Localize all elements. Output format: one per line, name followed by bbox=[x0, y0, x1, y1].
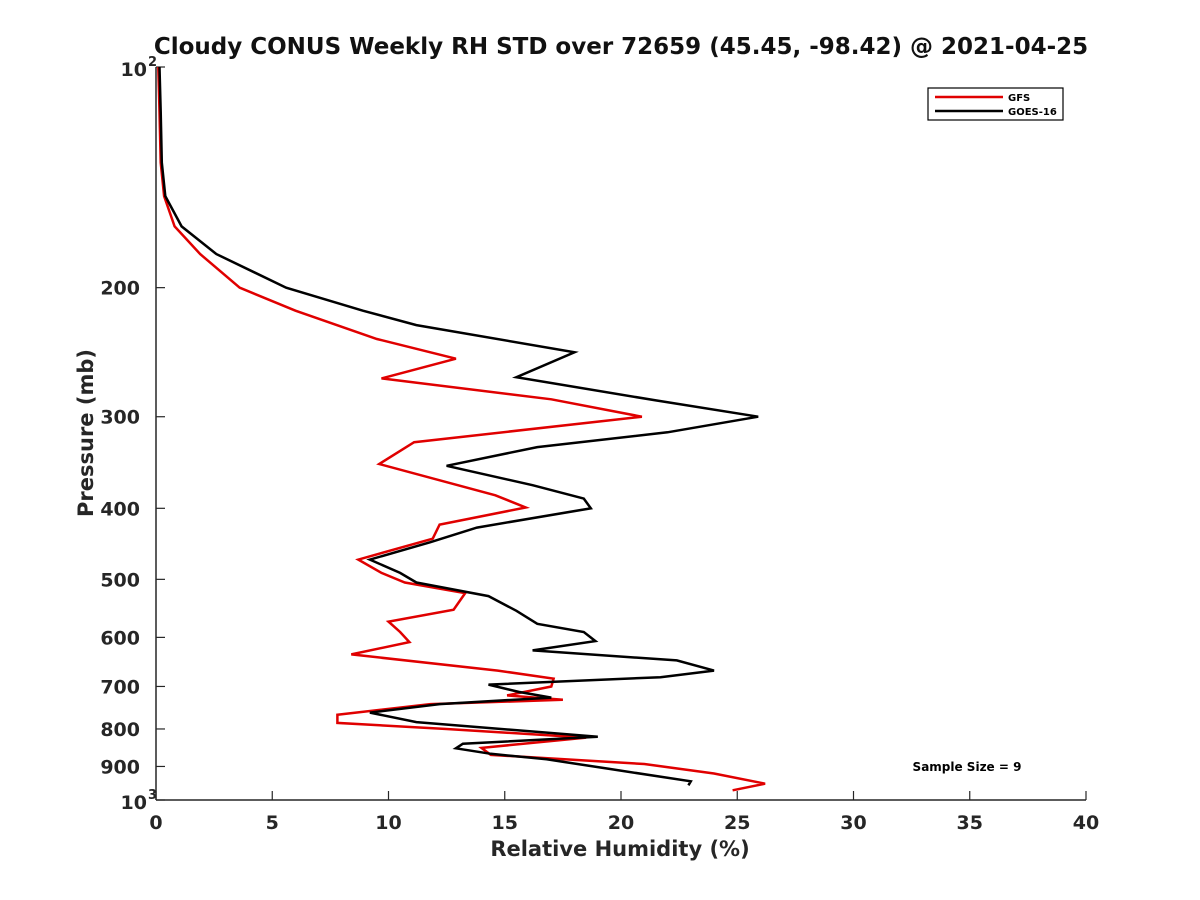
legend-box bbox=[927, 87, 1064, 121]
x-tick-label: 0 bbox=[149, 812, 162, 834]
sample-size-annotation: Sample Size = 9 bbox=[913, 760, 1022, 774]
series-line-goes-16 bbox=[158, 66, 759, 786]
y-tick-label: 10 bbox=[121, 59, 147, 81]
series-line-gfs bbox=[157, 66, 766, 792]
x-tick-label: 30 bbox=[840, 812, 866, 834]
legend-label: GOES-16 bbox=[1008, 107, 1057, 118]
y-tick-label: 300 bbox=[100, 407, 140, 429]
y-tick-label: 400 bbox=[100, 498, 140, 520]
y-tick-label: 900 bbox=[100, 756, 140, 778]
y-tick-label: 700 bbox=[100, 676, 140, 698]
y-tick-label: 800 bbox=[100, 719, 140, 741]
x-tick-label: 10 bbox=[375, 812, 401, 834]
y-tick-label: 10 bbox=[121, 792, 147, 814]
y-tick-label: 500 bbox=[100, 569, 140, 591]
legend-label: GFS bbox=[1008, 93, 1030, 104]
chart-title: Cloudy CONUS Weekly RH STD over 72659 (4… bbox=[154, 34, 1088, 60]
y-axis-label: Pressure (mb) bbox=[74, 349, 98, 517]
x-tick-label: 15 bbox=[492, 812, 518, 834]
y-tick-exponent: 3 bbox=[148, 788, 157, 803]
x-axis-label: Relative Humidity (%) bbox=[490, 837, 749, 861]
legend: GFS GOES-16 bbox=[927, 87, 1064, 121]
series-lines bbox=[157, 66, 766, 792]
x-tick-label: 20 bbox=[608, 812, 634, 834]
x-tick-label: 25 bbox=[724, 812, 750, 834]
y-tick-label: 600 bbox=[100, 627, 140, 649]
x-tick-label: 35 bbox=[957, 812, 983, 834]
x-tick-label: 40 bbox=[1073, 812, 1099, 834]
y-tick-label: 200 bbox=[100, 278, 140, 300]
y-tick-exponent: 2 bbox=[148, 55, 157, 70]
x-tick-label: 5 bbox=[266, 812, 279, 834]
